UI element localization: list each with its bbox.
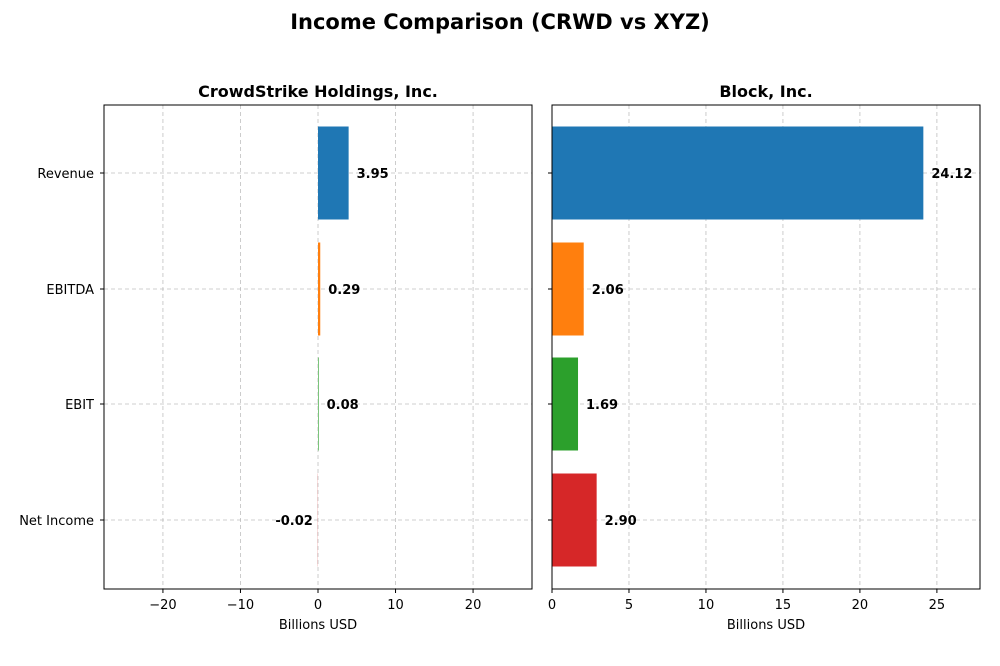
x-tick-label: −10 <box>227 598 254 613</box>
x-tick-label: 20 <box>852 598 869 613</box>
x-tick-label: 25 <box>929 598 946 613</box>
y-tick-label: EBITDA <box>46 283 94 298</box>
figure-title: Income Comparison (CRWD vs XYZ) <box>290 10 710 34</box>
bar-revenue <box>318 126 349 220</box>
x-tick-label: −20 <box>149 598 176 613</box>
value-label: 2.06 <box>592 283 624 298</box>
x-tick-label: 5 <box>625 598 633 613</box>
x-axis-label: Billions USD <box>727 618 805 633</box>
value-label: 0.29 <box>328 283 360 298</box>
bar-ebit <box>318 357 319 451</box>
value-label: 2.90 <box>605 514 637 529</box>
x-tick-label: 15 <box>775 598 792 613</box>
bar-revenue <box>552 126 924 220</box>
value-label: 1.69 <box>586 398 618 413</box>
chart-panels: 3.95 0.29 0.08 -0.02 −20 −10 0 10 20 Revenue EBITD… <box>19 82 981 633</box>
x-tick-label: 0 <box>548 598 556 613</box>
panel-title: CrowdStrike Holdings, Inc. <box>198 82 438 101</box>
axes-frame <box>551 104 981 590</box>
x-tick-label: 0 <box>314 598 322 613</box>
value-label: -0.02 <box>275 514 312 529</box>
panel-2: 24.12 2.06 1.69 2.90 0 5 10 15 20 25 Block, Inc. Bi… <box>548 82 981 633</box>
value-label: 24.12 <box>931 167 972 182</box>
y-tick-label: Net Income <box>19 514 94 529</box>
x-axis-label: Billions USD <box>279 618 357 633</box>
x-tick-label: 10 <box>698 598 715 613</box>
bar-ebitda <box>552 242 584 336</box>
bar-ebit <box>552 357 579 451</box>
bar-ebitda <box>318 242 321 336</box>
panel-1: 3.95 0.29 0.08 -0.02 −20 −10 0 10 20 Revenue EBITD… <box>19 82 533 633</box>
y-tick-label: EBIT <box>65 398 94 413</box>
x-tick-label: 20 <box>465 598 482 613</box>
value-label: 3.95 <box>357 167 389 182</box>
value-label: 0.08 <box>327 398 359 413</box>
x-tick-label: 10 <box>387 598 404 613</box>
panel-title: Block, Inc. <box>719 82 812 101</box>
y-tick-label: Revenue <box>37 167 94 182</box>
bar-net-income <box>552 473 597 567</box>
